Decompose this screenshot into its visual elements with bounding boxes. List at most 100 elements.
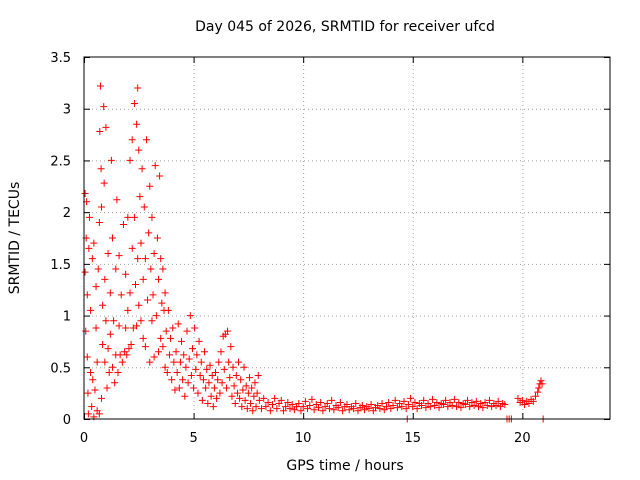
data-point [140,203,148,211]
data-point [216,389,224,397]
data-point [207,392,215,400]
data-point [144,296,152,304]
data-point [164,306,172,314]
data-point [135,301,143,309]
data-point [243,405,251,413]
data-point [117,291,125,299]
data-point [168,376,176,384]
data-point [477,399,485,407]
data-point [103,384,111,392]
data-point [241,396,249,404]
data-point [230,382,238,390]
data-point [113,196,121,204]
data-point [178,337,186,345]
data-point [330,406,338,414]
data-point [208,372,216,380]
x-axis-label: GPS time / hours [286,458,403,474]
data-point [537,377,545,385]
data-point [137,317,145,325]
data-point [139,275,147,283]
data-point [218,379,226,387]
data-point [328,396,336,404]
data-point [213,394,221,402]
data-point [385,398,393,406]
data-point [126,156,134,164]
data-point [235,358,243,366]
data-point [100,179,108,187]
data-point [310,406,318,414]
data-point [98,203,106,211]
data-point [98,394,106,402]
data-point [146,182,154,190]
data-point [301,397,309,405]
data-point [239,386,247,394]
chart-title: Day 045 of 2026, SRMTID for receiver ufc… [195,19,495,35]
data-point [116,351,124,359]
data-point [146,358,154,366]
data-point [88,403,96,411]
data-point [95,218,103,226]
data-point [529,397,537,405]
data-point [123,351,131,359]
data-point [108,234,116,242]
data-point [247,399,255,407]
data-point [299,403,307,411]
data-point [315,404,323,412]
data-point [170,358,178,366]
data-point [172,348,180,356]
data-point [210,384,218,392]
data-point [258,405,266,413]
data-point [233,389,241,397]
data-point [433,398,441,406]
data-point [124,213,132,221]
data-point [226,374,234,382]
data-point [157,334,165,342]
data-point [317,398,325,406]
data-point [334,404,342,412]
data-point [173,368,181,376]
data-point [125,345,133,353]
data-point [266,407,274,415]
data-point [251,379,259,387]
data-point [212,368,219,376]
data-point [195,337,203,345]
y-tick-label: 2 [63,206,71,221]
data-point [93,358,101,366]
data-point [202,384,210,392]
data-point [141,255,149,263]
data-point [134,84,142,92]
data-point [179,376,187,384]
data-point [92,324,100,332]
data-point [483,402,491,410]
data-point [479,404,487,412]
data-point [148,213,156,221]
data-point [147,265,155,273]
y-tick-label: 3 [63,103,71,118]
data-point [232,372,240,380]
data-point [242,382,250,390]
data-point [203,365,211,373]
x-tick-label: 20 [514,431,531,446]
data-point [130,213,138,221]
data-point [308,395,316,403]
data-point [122,324,130,332]
data-point [428,395,436,403]
data-point [531,392,539,400]
data-point [185,355,193,363]
data-point [238,403,246,411]
data-point [407,394,415,402]
data-point [194,389,202,397]
data-point [435,404,443,412]
data-point [402,405,410,413]
data-point [83,353,91,361]
data-point [343,401,351,409]
data-point [534,388,542,396]
data-point [466,403,474,411]
data-point [264,398,272,406]
data-point [398,403,406,411]
x-tick-labels: 0 5 10 15 20 [80,431,531,446]
data-point [139,334,147,342]
data-point [367,401,375,409]
data-point [184,379,192,387]
data-point [378,399,386,407]
